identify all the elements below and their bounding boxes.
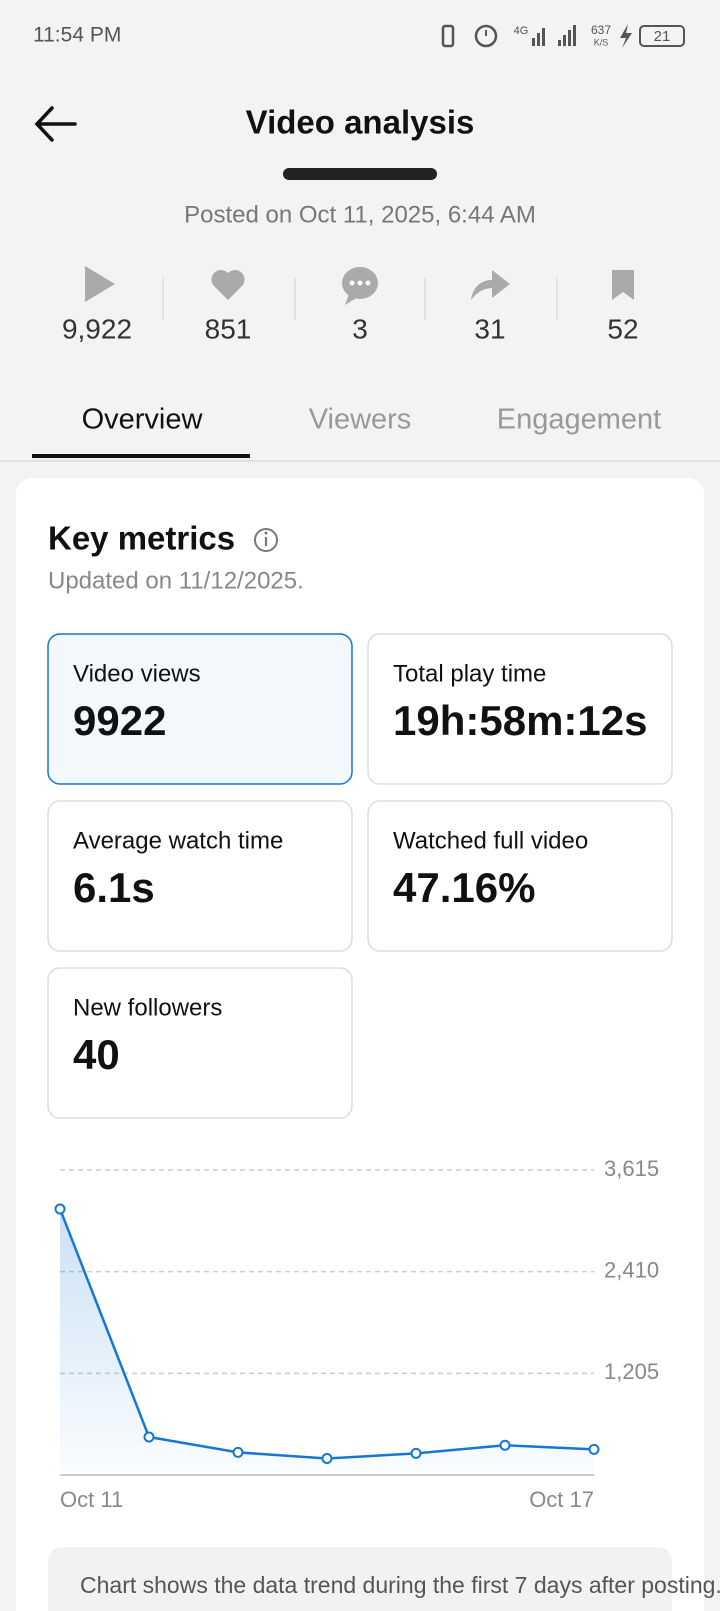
stats: 9,922 851 3 31 52 — [62, 313, 639, 344]
stat-value: 3 — [352, 313, 368, 344]
metric-box[interactable] — [47, 633, 353, 785]
point — [321, 1453, 333, 1465]
metric-label: Total play time — [393, 660, 546, 687]
status-icons — [441, 24, 685, 48]
page-title: Video analysis — [246, 104, 475, 141]
x-tick-label: Oct 11 — [60, 1487, 123, 1512]
chart: 1,205 2,410 3,615 Oct 11 Oct 17 — [54, 1156, 659, 1512]
status-speed-unit: K/S — [594, 37, 609, 47]
status-battery: 21 — [654, 28, 671, 45]
tab[interactable]: Viewers — [309, 404, 412, 436]
key-metrics-title: Key metrics — [48, 520, 235, 557]
point — [232, 1446, 244, 1458]
tabs: Overview Viewers Engagement — [82, 404, 662, 436]
stat-value: 52 — [607, 313, 638, 344]
y-tick-label: 2,410 — [604, 1257, 659, 1282]
status-speed: 637 — [591, 23, 611, 37]
stat-value: 9,922 — [62, 313, 132, 344]
video-thumbnail[interactable] — [283, 168, 437, 180]
point — [588, 1443, 600, 1455]
metric-value: 40 — [73, 1031, 120, 1078]
status-network: 4G — [514, 25, 529, 37]
y-tick-label: 1,205 — [604, 1359, 659, 1384]
stat-icons — [85, 266, 634, 305]
note-text: Chart shows the data trend during the fi… — [80, 1572, 720, 1598]
back-button[interactable] — [34, 106, 77, 142]
tab-indicator — [32, 454, 250, 458]
posted-date: Posted on Oct 11, 2025, 6:44 AM — [184, 201, 536, 228]
point — [54, 1203, 66, 1215]
tab[interactable]: Engagement — [497, 404, 661, 436]
point — [410, 1447, 422, 1459]
metric-label: Average watch time — [73, 827, 283, 854]
point — [499, 1439, 511, 1451]
metric-label: Watched full video — [393, 827, 588, 854]
metric-box[interactable] — [47, 800, 353, 952]
metric-value: 19h:58m:12s — [393, 697, 647, 744]
updated-date: Updated on 11/12/2025. — [48, 567, 304, 594]
x-tick-label: Oct 17 — [529, 1487, 594, 1512]
metric-box[interactable] — [367, 633, 673, 785]
metric-label: Video views — [73, 660, 201, 687]
metric-boxes: Video views 9922 Total play time 19h:58m:12… — [47, 633, 673, 1119]
metric-value: 47.16% — [393, 864, 535, 911]
stat-value: 31 — [474, 313, 505, 344]
metric-value: 9922 — [73, 697, 166, 744]
stat-value: 851 — [205, 313, 252, 344]
tab[interactable]: Overview — [82, 404, 204, 436]
note-box — [48, 1547, 672, 1611]
info-icon[interactable] — [254, 528, 278, 552]
point — [143, 1431, 155, 1443]
y-tick-label: 3,615 — [604, 1156, 659, 1181]
metric-box[interactable] — [367, 800, 673, 952]
stat-dividers — [162, 278, 558, 320]
area — [60, 1208, 594, 1475]
metric-label: New followers — [73, 994, 222, 1021]
metric-value: 6.1s — [73, 864, 155, 911]
status-time: 11:54 PM — [33, 24, 121, 47]
metric-box[interactable] — [47, 967, 353, 1119]
